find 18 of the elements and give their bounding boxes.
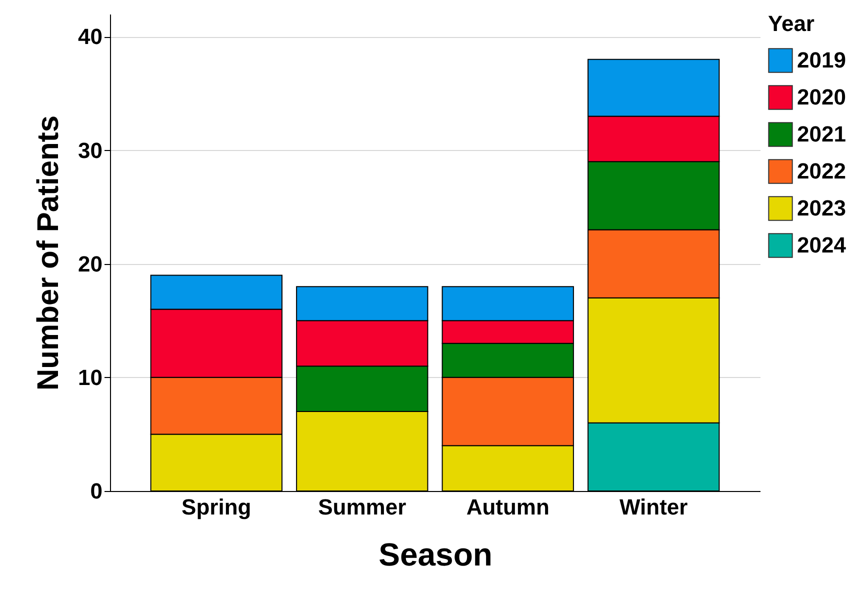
x-tick-label: Winter	[619, 494, 688, 520]
legend-label: 2023	[797, 196, 846, 220]
legend-label: 2024	[797, 232, 847, 258]
y-axis-title: Number of Patients	[32, 115, 66, 391]
y-tick-label: 10	[78, 364, 102, 390]
legend-label: 2022	[797, 158, 846, 184]
x-tick-label: Spring	[182, 494, 252, 520]
y-tick-label: 0	[90, 478, 102, 504]
y-tick-label: 40	[78, 24, 102, 50]
y-tick-label: 20	[78, 251, 102, 276]
x-tick-label: Autumn	[466, 494, 550, 520]
x-axis-title: Season	[378, 536, 492, 572]
legend-label: 2021	[797, 122, 846, 146]
legend-label: 2020	[797, 84, 846, 110]
x-tick-label: Summer	[318, 494, 407, 520]
legend-title: Year	[768, 11, 815, 36]
y-tick-label: 30	[78, 138, 102, 163]
legend-label: 2019	[797, 48, 846, 72]
